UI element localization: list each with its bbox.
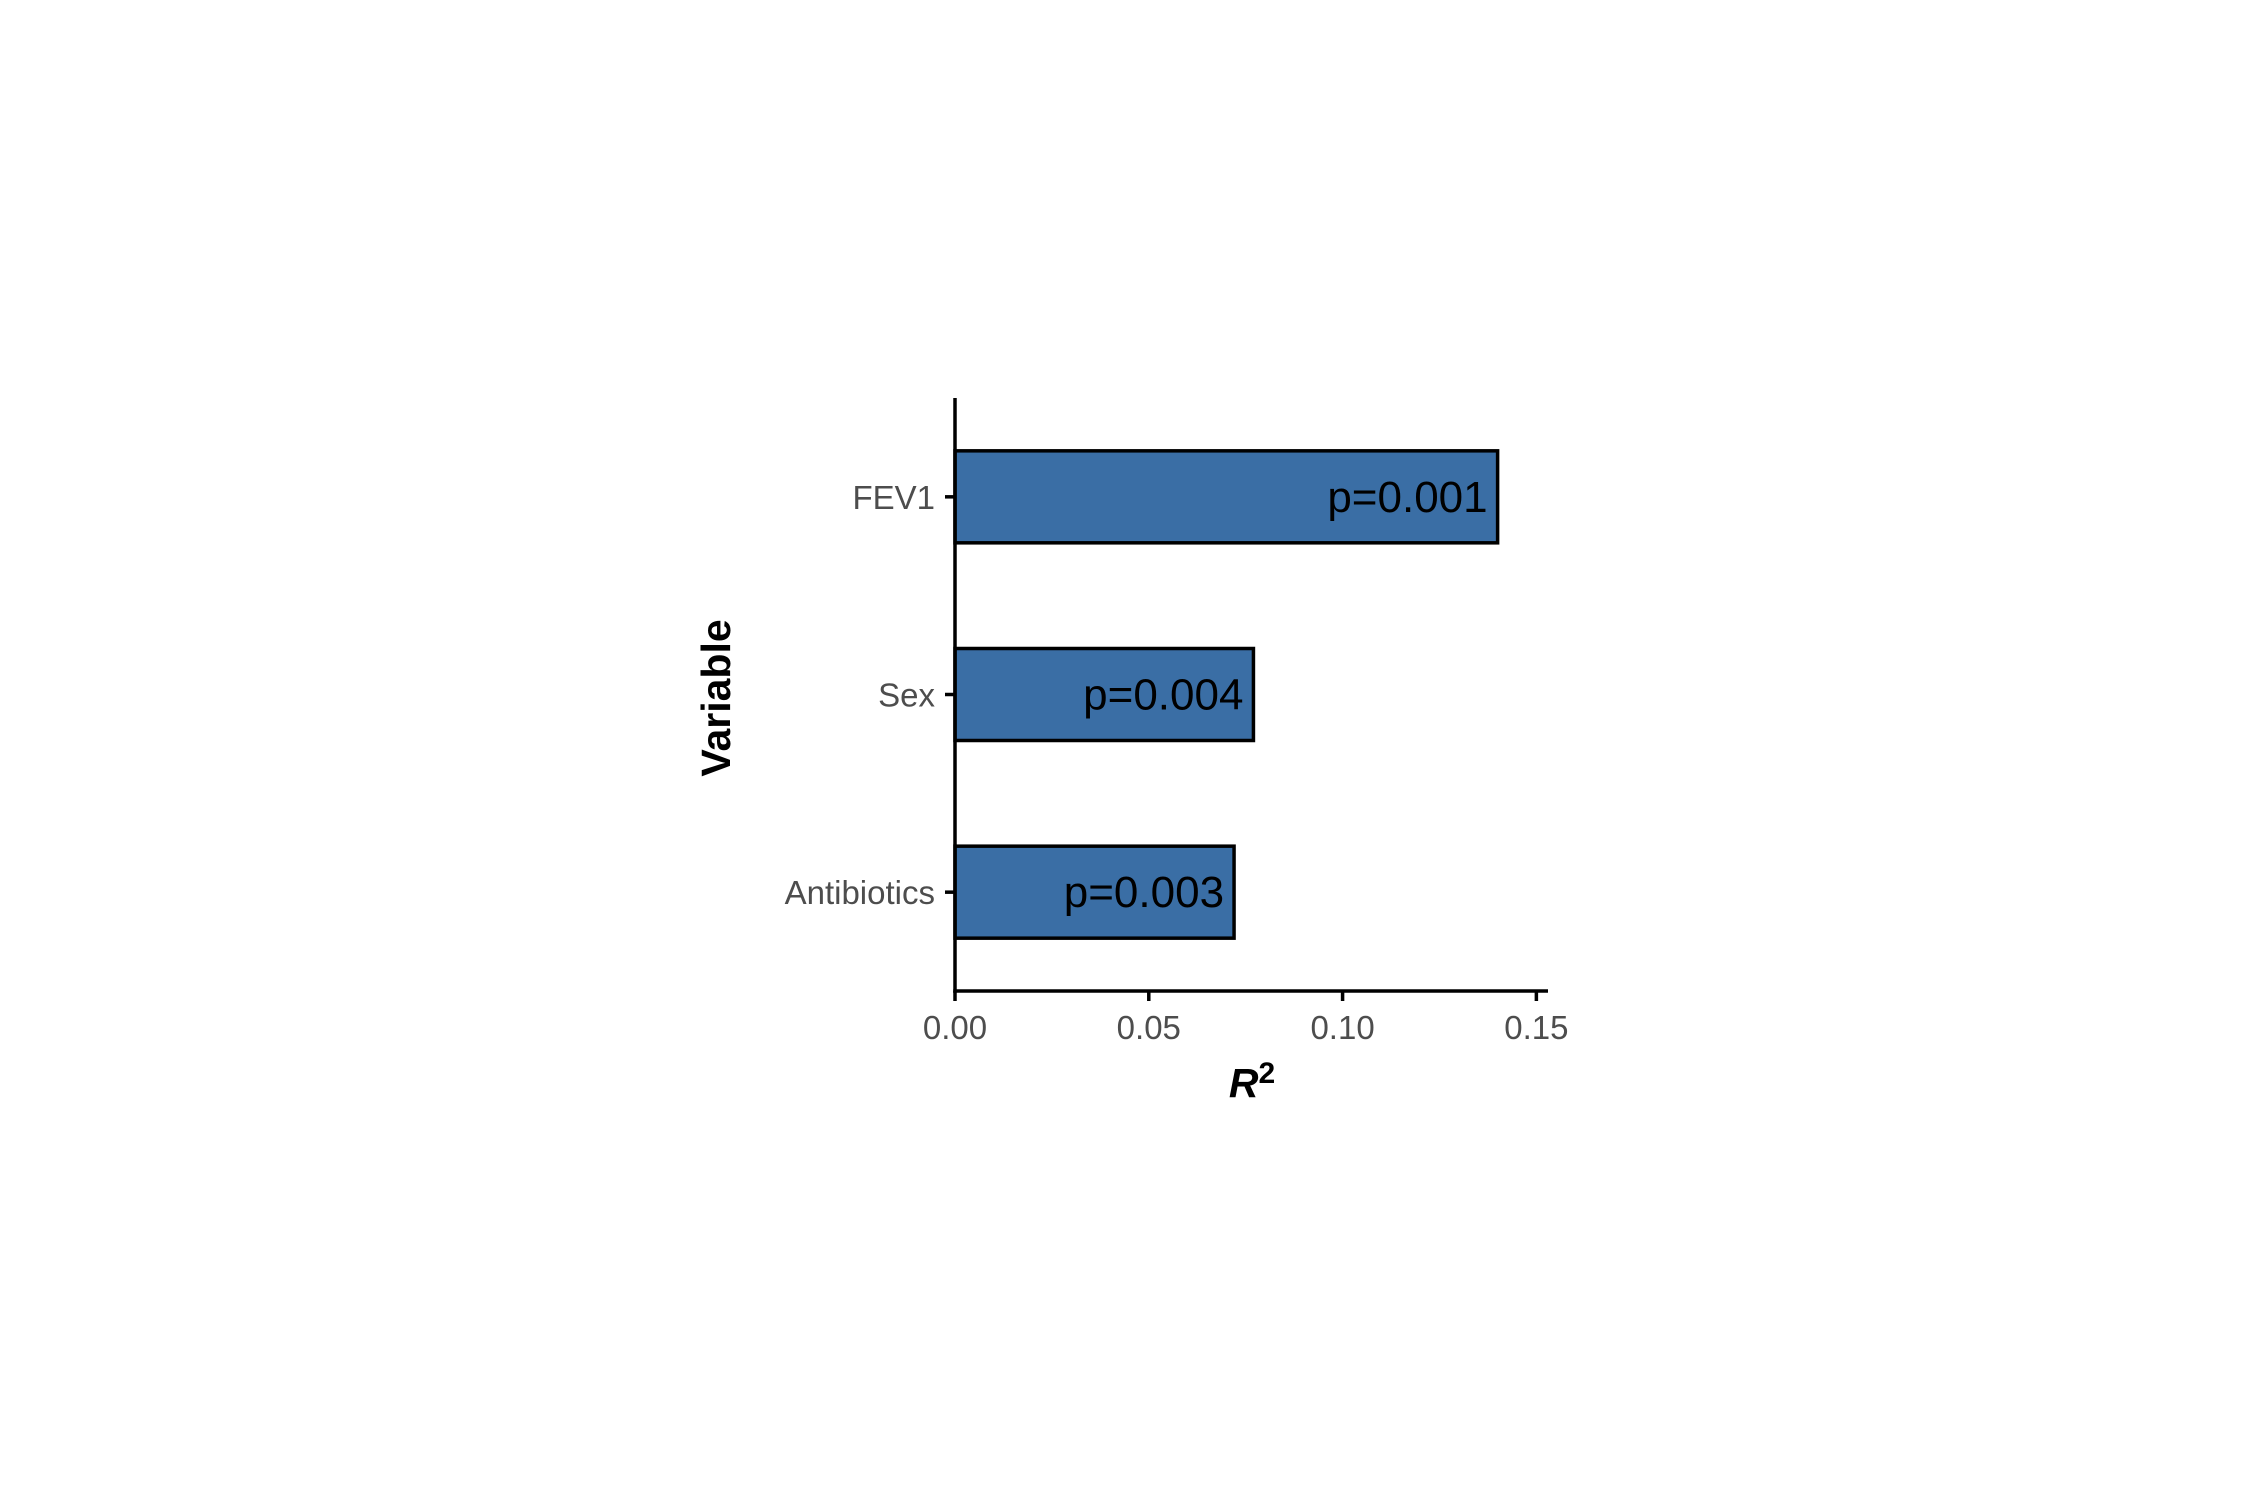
- x-tick-label-3: 0.15: [1504, 1009, 1568, 1046]
- bar-label-sex: p=0.004: [1083, 671, 1243, 720]
- y-ticks-group: FEV1 Sex Antibiotics: [785, 479, 955, 911]
- x-axis-title-main: R: [1229, 1060, 1259, 1106]
- bars-group: p=0.001 p=0.004 p=0.003: [953, 449, 1500, 940]
- bar-fev1: [953, 449, 1500, 545]
- bar-sex: [953, 646, 1256, 743]
- bar-label-fev1: p=0.001: [1327, 473, 1487, 522]
- y-tick-label-sex: Sex: [878, 677, 935, 714]
- x-tick-label-2: 0.10: [1310, 1009, 1374, 1046]
- y-tick-label-antibiotics: Antibiotics: [785, 874, 935, 911]
- x-axis-title-superscript: 2: [1258, 1057, 1275, 1090]
- x-ticks-group: 0.00 0.05 0.10 0.15: [923, 991, 1568, 1046]
- x-tick-label-0: 0.00: [923, 1009, 987, 1046]
- y-axis-title: Variable: [693, 619, 739, 776]
- x-axis-title: R2: [1229, 1057, 1275, 1106]
- bar-label-antibiotics: p=0.003: [1064, 868, 1224, 917]
- bar-antibiotics: [953, 844, 1236, 940]
- x-tick-label-1: 0.05: [1117, 1009, 1181, 1046]
- y-tick-label-fev1: FEV1: [852, 479, 935, 516]
